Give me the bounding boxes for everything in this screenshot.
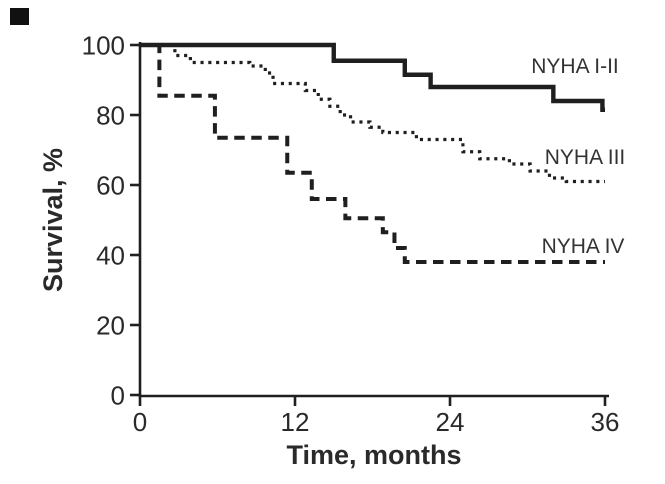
x-axis-title: Time, months bbox=[286, 440, 461, 470]
y-tick-label: 60 bbox=[96, 171, 125, 201]
scan-artifact-mark bbox=[10, 8, 29, 25]
x-tick-label: 0 bbox=[133, 407, 147, 437]
y-tick-label: 20 bbox=[96, 311, 125, 341]
x-tick-label: 12 bbox=[281, 407, 310, 437]
series-label-nyha-iii: NYHA III bbox=[545, 146, 626, 169]
axis-tick-labels: 0 20 40 60 80 100 0 12 24 36 bbox=[82, 31, 620, 438]
curve-nyha-i-ii bbox=[140, 42, 605, 112]
y-tick-label: 0 bbox=[111, 381, 125, 411]
y-tick-label: 100 bbox=[82, 31, 125, 61]
x-tick-label: 36 bbox=[591, 407, 620, 437]
series-label-nyha-i-ii: NYHA I-II bbox=[531, 55, 619, 78]
curve-nyha-iv bbox=[140, 43, 605, 264]
y-tick-label: 80 bbox=[96, 101, 125, 131]
y-tick-label: 40 bbox=[96, 241, 125, 271]
axes bbox=[130, 42, 609, 406]
survival-curves bbox=[140, 42, 605, 264]
series-label-nyha-iv: NYHA IV bbox=[542, 235, 625, 258]
x-tick-label: 24 bbox=[436, 407, 465, 437]
y-axis-title: Survival, % bbox=[38, 148, 68, 292]
